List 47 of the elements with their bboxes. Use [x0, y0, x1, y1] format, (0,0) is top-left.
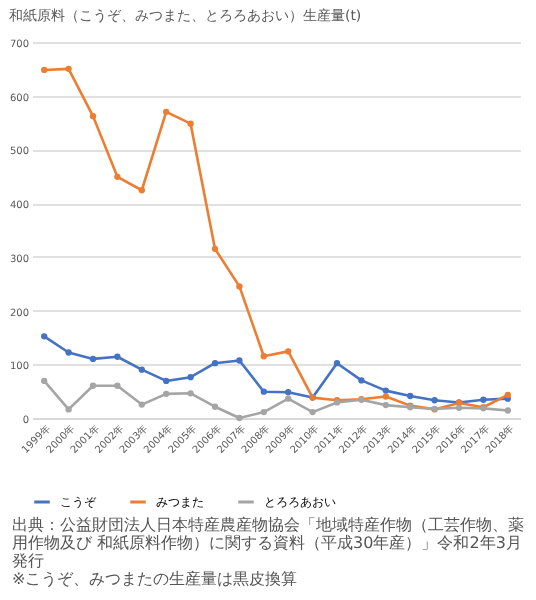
point — [358, 377, 365, 384]
point — [187, 120, 194, 127]
point — [382, 401, 389, 409]
point — [382, 387, 389, 394]
point — [163, 377, 170, 385]
point — [65, 65, 72, 73]
point — [65, 406, 72, 413]
point — [236, 414, 243, 422]
point — [138, 366, 145, 373]
point — [89, 112, 97, 120]
point — [211, 245, 219, 252]
point — [333, 360, 341, 367]
point — [260, 388, 267, 395]
point — [211, 403, 219, 410]
point — [211, 360, 219, 367]
text: ※こうぞ、みつまたの生産量は黒皮換算 — [12, 570, 300, 588]
point — [138, 401, 145, 408]
point — [407, 392, 414, 400]
point — [163, 108, 170, 115]
point — [41, 333, 48, 340]
point — [89, 355, 97, 363]
point — [285, 348, 292, 355]
point — [260, 408, 267, 416]
point — [41, 377, 48, 385]
point — [138, 187, 145, 194]
point — [285, 389, 292, 396]
point — [504, 407, 511, 414]
point — [431, 397, 438, 404]
point — [89, 382, 97, 389]
point — [41, 66, 48, 74]
point — [65, 349, 72, 356]
point — [236, 357, 243, 364]
point — [114, 382, 121, 389]
point — [309, 408, 316, 416]
point — [187, 390, 194, 397]
source-note: 出典：公益財団法人日本特産農産物協会「地域特産作物（工芸作物、薬用作物及び 和紙原料作物）に関する資料（平成30年産）」令和2年3月発行 — [12, 516, 526, 570]
point — [163, 390, 170, 397]
point — [114, 353, 121, 360]
point — [187, 374, 194, 381]
point — [114, 173, 121, 180]
point — [480, 396, 487, 403]
line-series — [41, 377, 511, 422]
point — [382, 393, 389, 400]
point — [236, 283, 243, 290]
line-series — [41, 65, 511, 413]
point — [285, 395, 292, 402]
point — [260, 353, 267, 360]
